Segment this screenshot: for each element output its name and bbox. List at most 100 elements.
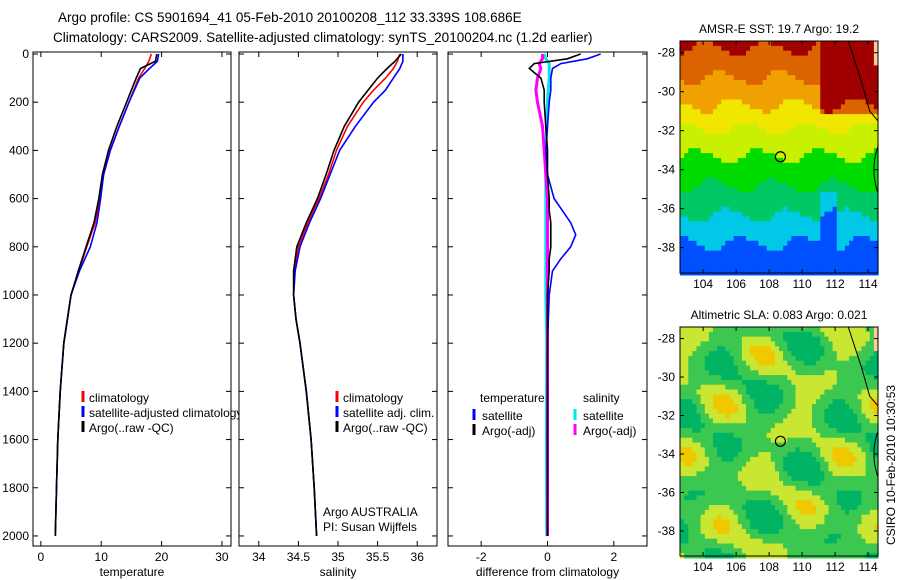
map-cell — [680, 133, 685, 139]
map-cell — [791, 197, 797, 203]
map-cell — [812, 432, 817, 439]
map-cell — [873, 250, 879, 256]
map-cell — [861, 533, 867, 540]
map-cell — [845, 143, 850, 149]
map-cell — [729, 485, 735, 492]
map-cell — [746, 45, 751, 52]
map-cell — [696, 389, 702, 395]
map-cell — [779, 355, 784, 362]
map-cell — [770, 529, 776, 535]
map-cell — [696, 379, 702, 386]
map-cell — [865, 514, 871, 520]
map-cell — [857, 245, 863, 252]
map-cell — [729, 236, 735, 242]
map-cell — [816, 255, 821, 261]
lon-tick-label: 106 — [726, 560, 746, 574]
map-cell — [816, 236, 821, 242]
map-cell — [799, 442, 805, 448]
map-cell — [816, 226, 821, 232]
map-cell — [717, 548, 722, 554]
map-cell — [853, 538, 858, 545]
map-cell — [820, 423, 825, 429]
series-line-argo-raw-qc- — [292, 53, 402, 537]
map-cell — [873, 355, 879, 362]
map-cell — [791, 529, 797, 535]
map-cell — [741, 442, 747, 448]
map-cell — [816, 172, 821, 178]
map-cell — [741, 255, 747, 261]
map-cell — [684, 500, 689, 506]
map-cell — [688, 114, 693, 120]
map-cell — [845, 346, 850, 352]
map-cell — [783, 75, 788, 81]
map-cell — [766, 538, 772, 545]
map-cell — [816, 45, 821, 52]
map-cell — [840, 509, 846, 516]
map-cell — [779, 514, 784, 520]
map-cell — [746, 226, 751, 232]
salinity-panel: 34 34.5 35 35.5 36salinityclimatologysatelli… — [238, 51, 438, 579]
map-cell — [828, 201, 834, 208]
map-cell — [700, 55, 706, 61]
map-cell — [832, 50, 838, 57]
map-cell — [865, 423, 871, 429]
map-cell — [717, 240, 722, 247]
map-cell — [729, 148, 735, 154]
map-cell — [803, 216, 809, 222]
map-cell — [840, 245, 846, 252]
map-cell — [853, 519, 858, 525]
map-cell — [857, 148, 863, 154]
map-cell — [774, 104, 780, 110]
map-cell — [741, 538, 747, 545]
map-cell — [708, 119, 714, 125]
map-cell — [853, 379, 858, 386]
map-cell — [700, 236, 706, 242]
map-cell — [828, 485, 834, 492]
map-cell — [717, 452, 722, 458]
map-cell — [783, 265, 788, 271]
map-cell — [713, 394, 718, 400]
map-cell — [737, 466, 743, 472]
map-cell — [725, 172, 731, 178]
map-cell — [820, 442, 825, 448]
map-cell — [758, 216, 764, 222]
map-cell — [795, 327, 801, 333]
map-cell — [869, 201, 875, 208]
map-cell — [861, 476, 867, 482]
map-cell — [729, 109, 735, 115]
map-cell — [766, 500, 772, 506]
map-cell — [840, 456, 846, 463]
map-cell — [803, 45, 809, 52]
map-cell — [766, 231, 772, 237]
map-cell — [795, 65, 801, 71]
map-cell — [684, 480, 689, 487]
map-cell — [836, 351, 842, 357]
map-cell — [795, 360, 801, 367]
map-cell — [861, 413, 867, 419]
map-cell — [828, 221, 834, 227]
map-cell — [684, 119, 689, 125]
map-cell — [774, 55, 780, 61]
map-cell — [704, 50, 710, 57]
map-cell — [721, 60, 726, 66]
map-cell — [758, 389, 764, 395]
map-cell — [836, 452, 842, 458]
map-cell — [873, 336, 879, 342]
map-cell — [873, 399, 879, 405]
map-cell — [733, 172, 739, 178]
map-cell — [721, 158, 726, 164]
map-cell — [812, 84, 817, 91]
map-cell — [803, 94, 809, 100]
map-cell — [704, 408, 710, 415]
map-cell — [845, 197, 850, 203]
map-cell — [700, 123, 706, 130]
map-cell — [717, 138, 722, 144]
map-cell — [779, 538, 784, 545]
map-cell — [791, 50, 797, 57]
map-cell — [692, 133, 698, 139]
map-cell — [713, 182, 718, 188]
map-cell — [816, 60, 821, 66]
map-cell — [873, 375, 879, 381]
map-cell — [799, 461, 805, 468]
